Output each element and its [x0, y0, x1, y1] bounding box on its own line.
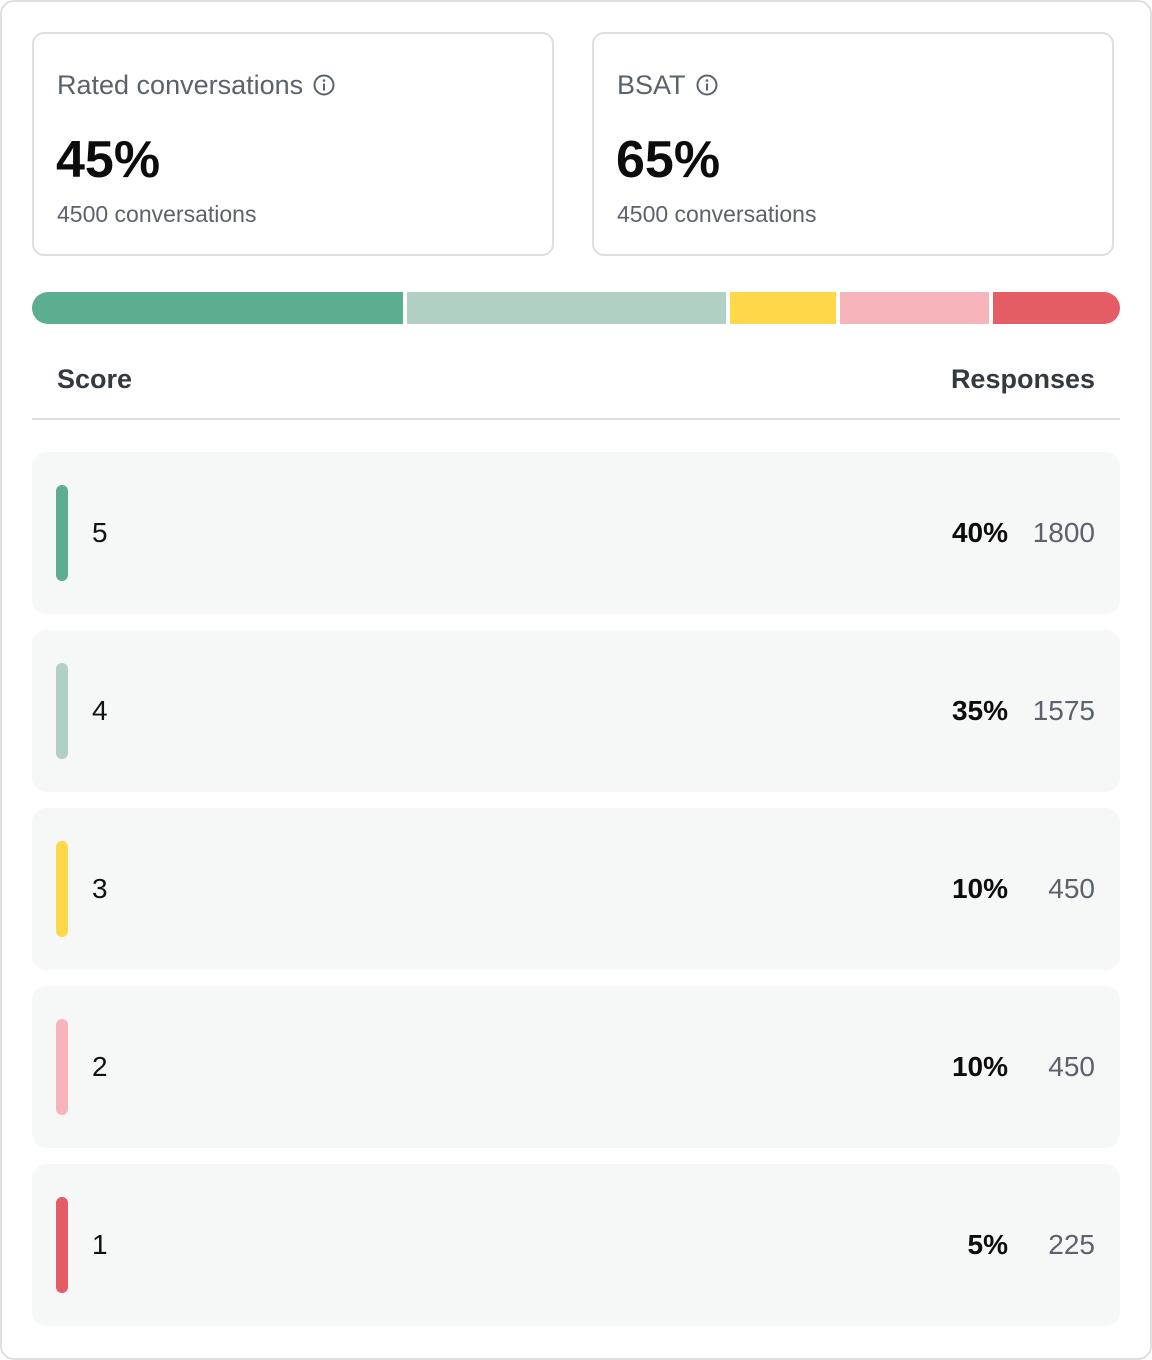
response-count: 450	[1048, 1051, 1095, 1082]
score-color-indicator	[56, 663, 68, 759]
score-value: 1	[92, 1229, 108, 1260]
score-color-indicator	[56, 485, 68, 581]
card-value: 45%	[56, 131, 161, 189]
score-row-3: 3 10% 450	[32, 808, 1120, 970]
response-count: 225	[1048, 1229, 1095, 1260]
card-subtitle: 4500 conversations	[617, 201, 817, 227]
score-row-4: 4 35% 1575	[32, 630, 1120, 792]
score-column-header: Score	[57, 364, 133, 394]
score-distribution-bar	[32, 292, 1120, 324]
score-color-indicator	[56, 841, 68, 937]
info-icon[interactable]	[696, 74, 718, 96]
card-title-row: BSAT	[617, 70, 718, 100]
score-color-indicator	[56, 1019, 68, 1115]
response-percent: 35%	[951, 695, 1008, 726]
distribution-segment-1	[988, 292, 1120, 324]
score-value: 5	[92, 517, 108, 548]
score-value: 3	[92, 873, 108, 904]
score-value: 4	[92, 695, 108, 726]
info-icon[interactable]	[313, 74, 335, 96]
score-value: 2	[92, 1051, 108, 1082]
response-percent: 10%	[951, 873, 1008, 904]
response-count: 1575	[1032, 695, 1095, 726]
distribution-segment-2	[836, 292, 989, 324]
score-row-1: 1 5% 225	[32, 1164, 1120, 1326]
card-value: 65%	[616, 131, 721, 189]
distribution-segment-5	[32, 292, 404, 324]
score-color-indicator	[56, 1197, 68, 1293]
score-row-5: 5 40% 1800	[32, 452, 1120, 614]
card-title-row: Rated conversations	[57, 70, 335, 100]
responses-column-header: Responses	[950, 364, 1095, 394]
response-percent: 10%	[951, 1051, 1008, 1082]
rated-conversations-card: Rated conversations 45% 4500 conversatio…	[32, 32, 554, 256]
distribution-segment-4	[403, 292, 726, 324]
card-title: BSAT	[617, 70, 686, 100]
card-subtitle: 4500 conversations	[57, 201, 257, 227]
card-title: Rated conversations	[57, 70, 304, 100]
table-header: Score Responses	[32, 350, 1120, 420]
distribution-segment-3	[725, 292, 837, 324]
response-percent: 40%	[951, 517, 1008, 548]
response-percent: 5%	[967, 1229, 1008, 1260]
response-count: 450	[1048, 873, 1095, 904]
response-count: 1800	[1032, 517, 1095, 548]
score-rows: 5 40% 1800 4 35% 1575 3 10% 450 2 10% 45…	[32, 452, 1120, 1342]
bsat-card: BSAT 65% 4500 conversations	[592, 32, 1114, 256]
score-row-2: 2 10% 450	[32, 986, 1120, 1148]
